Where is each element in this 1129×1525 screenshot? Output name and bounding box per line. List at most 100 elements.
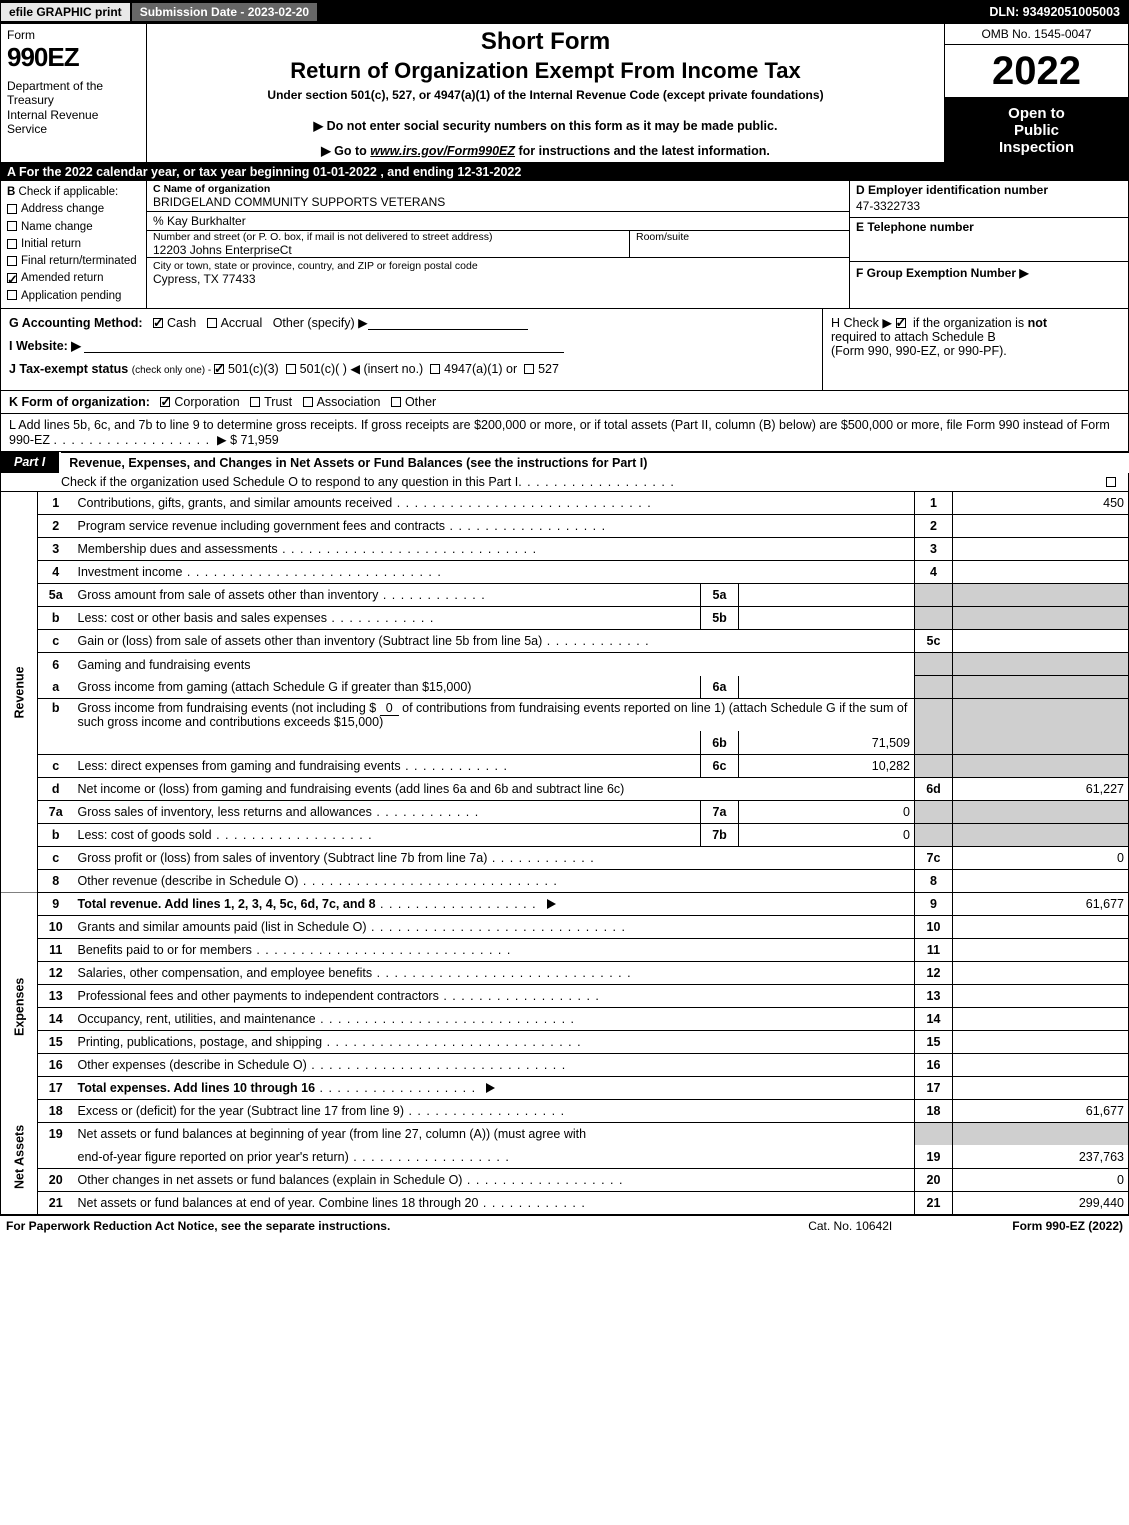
chk-amended-return[interactable] <box>7 273 17 283</box>
tax-year: 2022 <box>945 45 1128 98</box>
h-pre: H Check ▶ <box>831 316 896 330</box>
chk-association[interactable] <box>303 397 313 407</box>
h-not: not <box>1028 316 1047 330</box>
line-5a-greyno <box>915 584 953 607</box>
line-19-desc2: end-of-year figure reported on prior yea… <box>78 1150 510 1164</box>
line-7b-subval: 0 <box>739 823 915 846</box>
chk-application-pending[interactable] <box>7 290 17 300</box>
header-middle: Short Form Return of Organization Exempt… <box>147 24 944 162</box>
line-5b-greyval <box>953 607 1129 630</box>
line-12-no: 12 <box>38 961 74 984</box>
line-5b-subno: 5b <box>701 607 739 630</box>
arrow-icon <box>547 899 556 909</box>
line-6c-greyno <box>915 754 953 777</box>
page-footer: For Paperwork Reduction Act Notice, see … <box>0 1215 1129 1236</box>
opt-address-change: Address change <box>21 203 104 215</box>
other-specify-blank[interactable] <box>368 329 528 330</box>
line-2-desc: Program service revenue including govern… <box>78 519 607 533</box>
efile-print-button[interactable]: efile GRAPHIC print <box>1 3 132 21</box>
other-label: Other (specify) ▶ <box>273 316 368 330</box>
chk-schedule-o[interactable] <box>1106 477 1116 487</box>
opt-amended-return: Amended return <box>21 272 103 284</box>
chk-501c[interactable] <box>286 364 296 374</box>
chk-501c3[interactable] <box>214 364 224 374</box>
line-6b-desc1: Gross income from fundraising events (no… <box>78 701 380 715</box>
line-6a-subno: 6a <box>701 676 739 699</box>
chk-name-change[interactable] <box>7 221 17 231</box>
line-5a-no: 5a <box>38 584 74 607</box>
line-20-desc: Other changes in net assets or fund bala… <box>78 1173 624 1187</box>
form-number: 990EZ <box>7 42 140 73</box>
association-label: Association <box>317 395 381 409</box>
city-state-zip: Cypress, TX 77433 <box>153 272 843 286</box>
line-6b-greyval2 <box>953 731 1129 754</box>
line-8-desc: Other revenue (describe in Schedule O) <box>78 874 558 888</box>
phone-blank <box>850 236 1128 262</box>
chk-final-return[interactable] <box>7 256 17 266</box>
line-19-boxno: 19 <box>915 1145 953 1168</box>
line-20-value: 0 <box>953 1168 1129 1191</box>
line-13-no: 13 <box>38 984 74 1007</box>
part-i-title: Revenue, Expenses, and Changes in Net As… <box>61 452 1129 473</box>
h-line3: (Form 990, 990-EZ, or 990-PF). <box>831 344 1007 358</box>
line-6b-greyno <box>915 699 953 732</box>
h-post: if the organization is <box>910 316 1028 330</box>
line-21-boxno: 21 <box>915 1191 953 1214</box>
line-9-value: 61,677 <box>953 892 1129 915</box>
chk-initial-return[interactable] <box>7 239 17 249</box>
g-label: G Accounting Method: <box>9 316 143 330</box>
line-16-boxno: 16 <box>915 1053 953 1076</box>
chk-address-change[interactable] <box>7 204 17 214</box>
line-17-value <box>953 1076 1129 1099</box>
l-gross-receipts: L Add lines 5b, 6c, and 7b to line 9 to … <box>0 414 1129 452</box>
room-suite-label: Room/suite <box>629 231 849 257</box>
chk-schedule-b[interactable] <box>896 318 906 328</box>
chk-trust[interactable] <box>250 397 260 407</box>
chk-4947[interactable] <box>430 364 440 374</box>
line-1-no: 1 <box>38 492 74 515</box>
line-8-boxno: 8 <box>915 869 953 892</box>
line-9-boxno: 9 <box>915 892 953 915</box>
line-4-value <box>953 561 1129 584</box>
line-3-no: 3 <box>38 538 74 561</box>
line-6b-amt: 0 <box>380 701 399 716</box>
line-19-greyval <box>953 1122 1129 1145</box>
line-7a-greyno <box>915 800 953 823</box>
dln-label: DLN: 93492051005003 <box>989 5 1128 19</box>
line-19-greyno <box>915 1122 953 1145</box>
arrow-icon-17 <box>486 1083 495 1093</box>
irs-link[interactable]: www.irs.gov/Form990EZ <box>370 144 515 158</box>
submission-date-button[interactable]: Submission Date - 2023-02-20 <box>132 3 319 21</box>
line-5c-value <box>953 630 1129 653</box>
chk-corporation[interactable] <box>160 397 170 407</box>
line-6a-greyno <box>915 676 953 699</box>
line-5c-no: c <box>38 630 74 653</box>
line-6-greyno <box>915 653 953 676</box>
identity-block: B Check if applicable: Address change Na… <box>0 181 1129 309</box>
line-6b-no2 <box>38 731 74 754</box>
527-label: 527 <box>538 362 559 376</box>
revenue-sidelabel: Revenue <box>1 492 38 893</box>
website-blank[interactable] <box>84 352 564 353</box>
chk-accrual[interactable] <box>207 318 217 328</box>
line-5a-desc: Gross amount from sale of assets other t… <box>78 588 486 602</box>
chk-cash[interactable] <box>153 318 163 328</box>
chk-527[interactable] <box>524 364 534 374</box>
line-12-boxno: 12 <box>915 961 953 984</box>
open-line3: Inspection <box>949 139 1124 156</box>
line-16-desc: Other expenses (describe in Schedule O) <box>78 1058 567 1072</box>
line-7b-greyno <box>915 823 953 846</box>
street-label: Number and street (or P. O. box, if mail… <box>153 231 623 243</box>
return-title: Return of Organization Exempt From Incom… <box>157 58 934 84</box>
line-1-desc: Contributions, gifts, grants, and simila… <box>78 496 652 510</box>
line-13-boxno: 13 <box>915 984 953 1007</box>
line-6c-subno: 6c <box>701 754 739 777</box>
line-7c-no: c <box>38 846 74 869</box>
line-7c-boxno: 7c <box>915 846 953 869</box>
corporation-label: Corporation <box>174 395 239 409</box>
care-of: % Kay Burkhalter <box>147 212 849 230</box>
chk-other-org[interactable] <box>391 397 401 407</box>
l-dots <box>53 433 210 447</box>
other-org-label: Other <box>405 395 436 409</box>
col-c-org: C Name of organization BRIDGELAND COMMUN… <box>147 181 850 308</box>
